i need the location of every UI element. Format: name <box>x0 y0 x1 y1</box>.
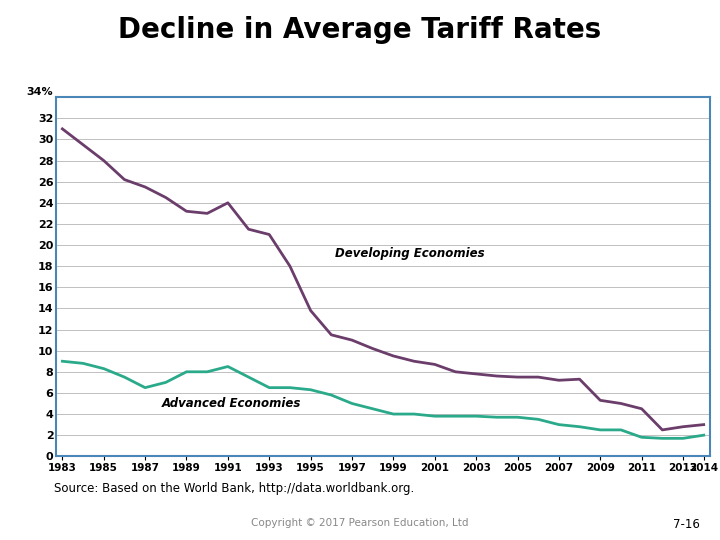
Text: Source: Based on the World Bank, http://data.worldbank.org.: Source: Based on the World Bank, http://… <box>54 482 414 495</box>
Text: 7-16: 7-16 <box>673 518 700 531</box>
Text: Developing Economies: Developing Economies <box>336 247 485 260</box>
Text: Copyright © 2017 Pearson Education, Ltd: Copyright © 2017 Pearson Education, Ltd <box>251 518 469 529</box>
Text: Decline in Average Tariff Rates: Decline in Average Tariff Rates <box>118 16 602 44</box>
Text: 34%: 34% <box>26 87 53 97</box>
Text: Advanced Economies: Advanced Economies <box>162 397 301 410</box>
